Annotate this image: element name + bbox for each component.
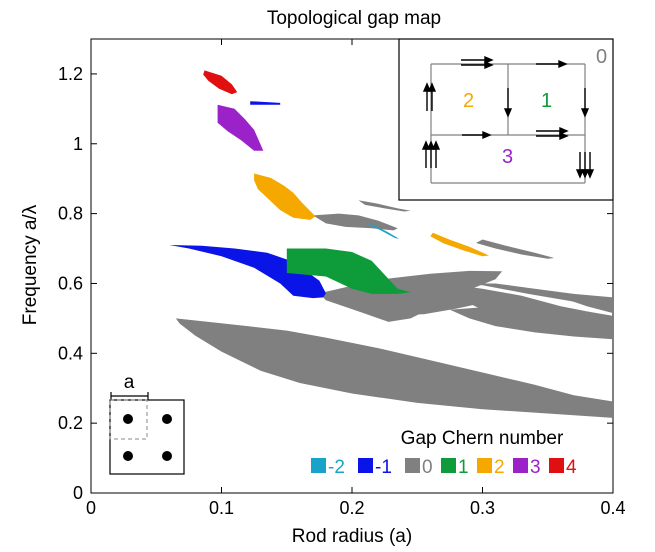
lattice-inset: a — [109, 372, 185, 475]
legend-label: 0 — [422, 457, 433, 478]
legend-swatch — [405, 458, 420, 473]
inset-arrows — [421, 55, 595, 179]
arrow-right-double — [461, 55, 494, 70]
inset-region-label: 0 — [596, 46, 607, 68]
y-axis-ticks: 0 0.2 0.4 0.6 0.8 1 1.2 — [58, 64, 613, 503]
lattice-constant-label: a — [124, 372, 135, 393]
gap-region-chern-1 — [286, 248, 411, 294]
legend-swatch — [358, 458, 373, 473]
arrow-right-double — [536, 126, 569, 141]
gap-region-chern-2 — [254, 173, 316, 220]
gap-region-chern-0 — [312, 213, 398, 231]
legend-label: 2 — [494, 457, 505, 478]
y-tick-label: 0.4 — [58, 343, 83, 363]
legend-label: 1 — [458, 457, 469, 478]
y-tick-label: 1.2 — [58, 64, 83, 84]
legend-swatch — [441, 458, 456, 473]
legend-label: -1 — [375, 457, 392, 478]
x-tick-label: 0.2 — [339, 498, 364, 518]
lattice-rod — [162, 451, 172, 461]
legend-entries: -2 -1 0 1 2 3 4 — [311, 457, 577, 478]
x-tick-label: 0.4 — [600, 498, 625, 518]
arrow-up-triple — [421, 140, 441, 168]
lattice-rod — [123, 414, 133, 424]
x-tick-label: 0 — [86, 498, 96, 518]
legend-swatch — [477, 458, 492, 473]
legend-swatch — [311, 458, 326, 473]
inset-region-label: 1 — [541, 90, 552, 112]
gap-region-chern-4 — [203, 70, 238, 95]
gap-region-chern-3 — [217, 104, 264, 151]
y-tick-label: 0 — [73, 483, 83, 503]
y-axis-title: Frequency a/λ — [20, 204, 41, 325]
gap-region-chern-0 — [449, 283, 613, 308]
unit-cell-outline — [109, 399, 148, 440]
legend-label: 4 — [566, 457, 577, 478]
gap-region-chern-0 — [476, 239, 555, 259]
y-tick-label: 0.8 — [58, 204, 83, 224]
legend-label: -2 — [328, 457, 345, 478]
inset-region-label: 3 — [502, 146, 513, 168]
arrow-up-double — [422, 82, 437, 111]
arrow-down — [503, 88, 513, 118]
edge-state-inset: 0 2 1 3 — [398, 38, 614, 201]
lattice-rod — [123, 451, 133, 461]
arrow-right — [462, 130, 492, 140]
x-axis-ticks: 0 0.1 0.2 0.3 0.4 — [86, 39, 626, 518]
x-tick-label: 0.3 — [470, 498, 495, 518]
legend-swatch — [513, 458, 528, 473]
arrow-down — [580, 88, 590, 118]
legend-title: Gap Chern number — [401, 428, 564, 449]
y-tick-label: 0.6 — [58, 273, 83, 293]
gap-region-chern-0 — [175, 318, 614, 418]
gap-region-chern-0 — [449, 306, 613, 340]
gap-regions — [169, 70, 614, 418]
x-tick-label: 0.1 — [209, 498, 234, 518]
gap-region-chern-0 — [358, 200, 411, 212]
arrow-down-triple — [575, 152, 595, 179]
legend-swatch — [549, 458, 564, 473]
gap-region-chern-minus2 — [367, 224, 399, 239]
inset-region-label: 2 — [463, 90, 474, 112]
legend: Gap Chern number -2 -1 0 1 2 3 4 — [311, 428, 577, 478]
lattice-scale-bar — [110, 392, 149, 400]
gap-region-chern-minus1 — [169, 245, 326, 299]
lattice-rod — [162, 414, 172, 424]
chart-title: Topological gap map — [267, 8, 441, 29]
y-tick-label: 0.2 — [58, 413, 83, 433]
legend-label: 3 — [530, 457, 541, 478]
arrow-right — [536, 59, 568, 69]
gap-region-chern-2 — [430, 232, 489, 257]
y-tick-label: 1 — [73, 134, 83, 154]
inset-frame — [398, 38, 614, 201]
x-axis-title: Rod radius (a) — [292, 526, 412, 547]
gap-region-chern-minus1 — [250, 101, 281, 105]
